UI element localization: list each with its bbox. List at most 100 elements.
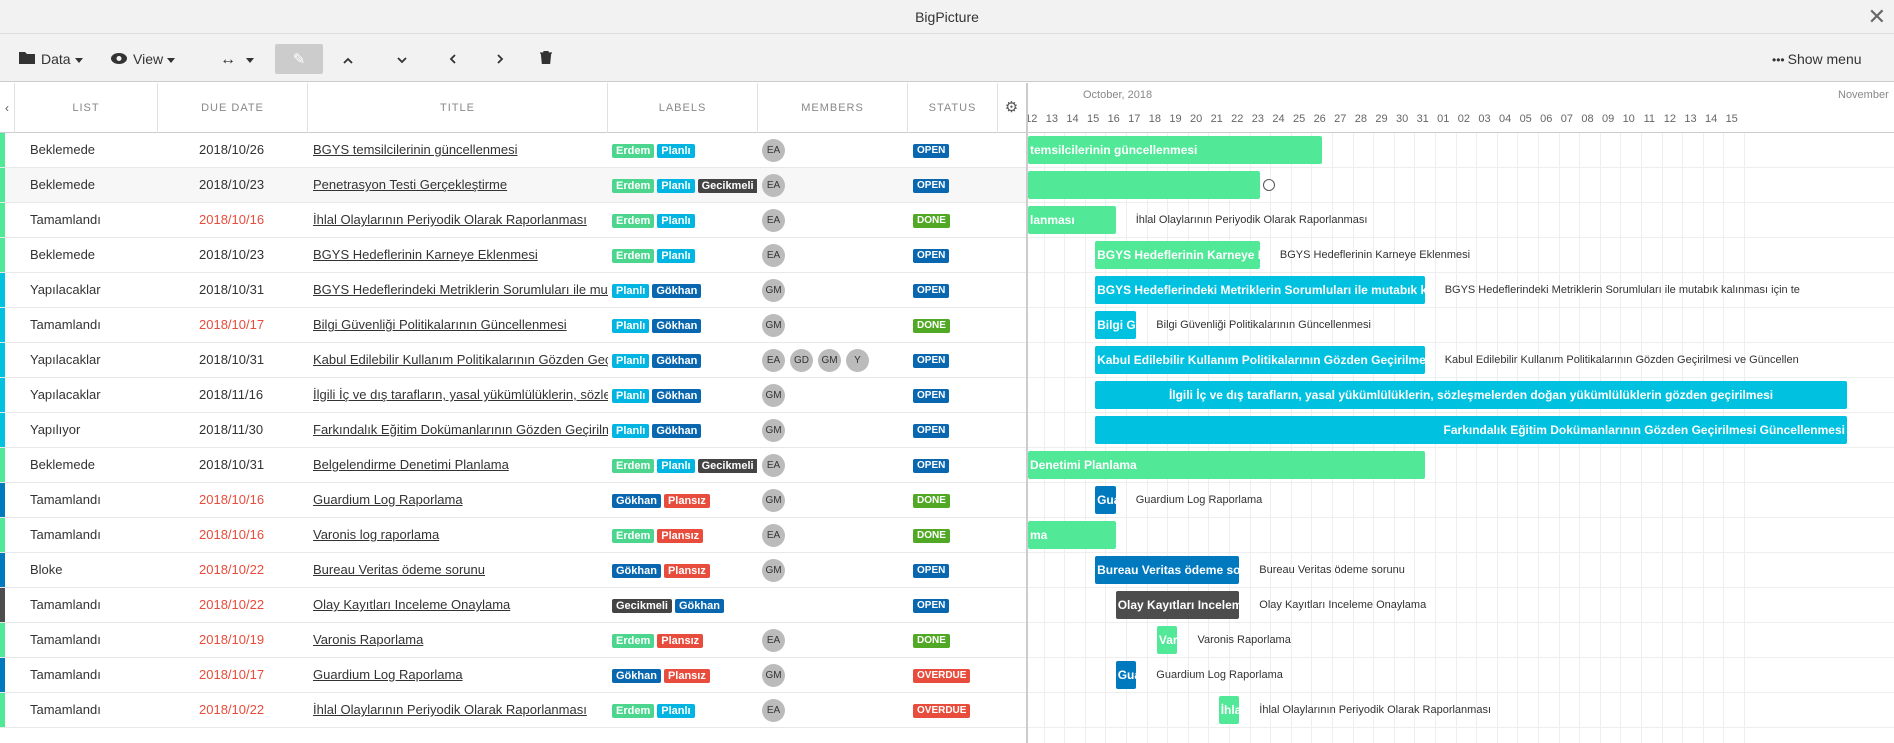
avatar[interactable]: GM <box>818 349 841 373</box>
table-row[interactable]: Tamamlandı 2018/10/22 Olay Kayıtları Incel… <box>0 588 1026 623</box>
task-title-link[interactable]: Varonis Raporlama <box>313 632 424 647</box>
task-title-link[interactable]: Bilgi Güvenliği Politikalarının Güncelle… <box>313 317 567 332</box>
avatar[interactable]: EA <box>762 244 785 268</box>
chevron-down-icon <box>167 57 176 63</box>
task-title-link[interactable]: Guardium Log Raporlama <box>313 492 463 507</box>
task-title-link[interactable]: Varonis log raporlama <box>313 527 440 542</box>
gantt-task-bar[interactable]: Olay Kayıtları Inceleme Onaylama <box>1115 591 1240 619</box>
avatar[interactable]: EA <box>762 629 785 653</box>
avatar[interactable]: EA <box>762 209 785 233</box>
table-row[interactable]: Beklemede 2018/10/31 Belgelendirme Denetim… <box>0 448 1026 483</box>
move-up-button[interactable] <box>343 44 353 74</box>
table-row[interactable]: Bloke 2018/10/22 Bureau Veritas ödeme soru… <box>0 553 1026 588</box>
avatar[interactable]: GM <box>762 559 785 583</box>
gantt-task-bar[interactable]: Denetimi Planlama <box>1028 451 1425 479</box>
table-row[interactable]: Tamamlandı 2018/10/17 Guardium Log Raporla… <box>0 658 1026 693</box>
avatar[interactable]: GM <box>762 279 785 303</box>
task-title-link[interactable]: BGYS Hedeflerinin Karneye Eklenmesi <box>313 247 538 262</box>
table-row[interactable]: Tamamlandı 2018/10/19 Varonis Raporlama Erd… <box>0 623 1026 658</box>
table-row[interactable]: Yapılacaklar 2018/10/31 Kabul Edilebilir K… <box>0 343 1026 378</box>
column-header-members[interactable]: MEMBERS <box>758 83 908 133</box>
column-header-labels[interactable]: LABELS <box>608 83 758 133</box>
avatar[interactable]: GM <box>762 419 785 443</box>
gantt-task-bar[interactable] <box>1028 171 1260 199</box>
label-badge: Gökhan <box>612 563 661 578</box>
column-header-due-date[interactable]: DUE DATE <box>158 83 308 133</box>
avatar[interactable]: GD <box>790 349 813 373</box>
task-title-link[interactable]: İhlal Olaylarının Periyodik Olarak Rapor… <box>313 212 587 227</box>
avatar[interactable]: EA <box>762 454 785 478</box>
gantt-task-bar[interactable]: Bureau Veritas ödeme sorunu <box>1095 556 1240 584</box>
gantt-task-bar[interactable]: İlgili İç ve dış tarafların, yasal yüküm… <box>1095 381 1847 409</box>
show-menu-button[interactable]: ••• Show menu <box>1772 44 1862 74</box>
task-title-link[interactable]: Belgelendirme Denetimi Planlama <box>313 457 509 472</box>
task-title-link[interactable]: Penetrasyon Testi Gerçekleştirme <box>313 177 508 192</box>
avatar[interactable]: EA <box>762 174 785 198</box>
table-row[interactable]: Yapılacaklar 2018/11/16 İlgili İç ve dış t… <box>0 378 1026 413</box>
edit-button[interactable]: ✎ <box>275 44 323 74</box>
task-title-link[interactable]: BGYS Hedeflerindeki Metriklerin Sorumlul… <box>313 282 608 297</box>
resize-columns-button[interactable]: ↔ <box>220 44 254 74</box>
avatar[interactable]: GM <box>762 384 785 408</box>
avatar[interactable]: EA <box>762 349 785 373</box>
column-header-title[interactable]: TITLE <box>308 83 608 133</box>
table-row[interactable]: Tamamlandı 2018/10/22 İhlal Olaylarının Pe… <box>0 693 1026 728</box>
avatar[interactable]: Y <box>846 349 869 373</box>
data-menu-button[interactable]: Data <box>19 44 83 74</box>
milestone-icon[interactable] <box>1262 179 1275 191</box>
gantt-task-bar[interactable]: Kabul Edilebilir Kullanım Politikalarını… <box>1095 346 1425 374</box>
gantt-timeline-header: October, 2018 November 12 13 14 15 16 17 18 19 2… <box>1028 83 1894 133</box>
task-title-link[interactable]: BGYS temsilcilerinin güncellenmesi <box>313 142 518 157</box>
table-row[interactable]: Tamamlandı 2018/10/16 Varonis log raporlam… <box>0 518 1026 553</box>
close-icon[interactable]: ✕ <box>1867 4 1886 29</box>
avatar[interactable]: GM <box>762 664 785 688</box>
avatar[interactable]: GM <box>762 314 785 338</box>
gantt-task-bar[interactable]: İhlal <box>1218 696 1240 724</box>
status-cell: OVERDUE <box>913 658 993 692</box>
gantt-task-bar[interactable]: BGYS Hedeflerindeki Metriklerin Sorumlul… <box>1095 276 1425 304</box>
avatar[interactable]: GM <box>762 489 785 513</box>
table-row[interactable]: Beklemede 2018/10/23 Penetrasyon Testi Ger… <box>0 168 1026 203</box>
task-title-link[interactable]: Bureau Veritas ödeme sorunu <box>313 562 485 577</box>
task-title-link[interactable]: İlgili İç ve dış tarafların, yasal yüküm… <box>313 387 608 402</box>
avatar[interactable]: EA <box>762 139 785 163</box>
gear-icon[interactable]: ⚙ <box>1004 99 1020 116</box>
table-row[interactable]: Beklemede 2018/10/23 BGYS Hedeflerinin Kar… <box>0 238 1026 273</box>
table-row[interactable]: Tamamlandı 2018/10/17 Bilgi Güvenliği Poli… <box>0 308 1026 343</box>
column-header-status[interactable]: STATUS <box>908 83 998 133</box>
avatar[interactable]: EA <box>762 699 785 723</box>
view-menu-button[interactable]: View <box>111 44 176 74</box>
indent-button[interactable] <box>497 44 504 74</box>
gantt-task-bar[interactable]: BGYS Hedeflerinin Karneye Eklenmesi <box>1095 241 1260 269</box>
gantt-task-bar[interactable]: lanması <box>1028 206 1116 234</box>
delete-button[interactable] <box>540 44 552 74</box>
list-cell: Tamamlandı <box>30 597 101 612</box>
task-title-link[interactable]: Guardium Log Raporlama <box>313 667 463 682</box>
column-header-list[interactable]: LIST <box>15 83 158 133</box>
table-row[interactable]: Yapılıyor 2018/11/30 Farkındalık Eğitim Do… <box>0 413 1026 448</box>
table-row[interactable]: Yapılacaklar 2018/10/31 BGYS Hedeflerindek… <box>0 273 1026 308</box>
gantt-task-bar[interactable]: Bilgi Güvenliği <box>1095 311 1137 339</box>
list-cell: Beklemede <box>30 247 96 262</box>
table-row[interactable]: Tamamlandı 2018/10/16 Guardium Log Raporla… <box>0 483 1026 518</box>
gantt-task-bar[interactable]: Guardium <box>1095 486 1116 514</box>
table-row[interactable]: Tamamlandı 2018/10/16 İhlal Olaylarının Pe… <box>0 203 1026 238</box>
members-cell: EA <box>762 238 902 272</box>
status-cell: OPEN <box>913 238 993 272</box>
move-down-button[interactable] <box>397 44 407 74</box>
gantt-task-bar[interactable]: ma <box>1028 521 1116 549</box>
task-title-link[interactable]: Farkındalık Eğitim Dokümanlarının Gözden… <box>313 422 608 437</box>
gantt-task-bar[interactable]: Guardium <box>1115 661 1137 689</box>
chevron-down-icon <box>74 57 83 63</box>
window-title: BigPicture <box>915 9 979 25</box>
gantt-task-bar[interactable]: Varonis <box>1156 626 1178 654</box>
table-row[interactable]: Beklemede 2018/10/26 BGYS temsilcilerinin … <box>0 133 1026 168</box>
task-title-link[interactable]: Olay Kayıtları Inceleme Onaylama <box>313 597 511 612</box>
outdent-button[interactable] <box>449 44 456 74</box>
avatar[interactable]: EA <box>762 524 785 548</box>
collapse-grid-button[interactable]: ‹ <box>0 83 15 133</box>
task-title-link[interactable]: Kabul Edilebilir Kullanım Politikalarını… <box>313 352 608 367</box>
task-title-link[interactable]: İhlal Olaylarının Periyodik Olarak Rapor… <box>313 702 587 717</box>
gantt-task-bar[interactable]: Farkındalık Eğitim Dokümanlarının Gözden… <box>1095 416 1847 444</box>
gantt-task-bar[interactable]: temsilcilerinin güncellenmesi <box>1028 136 1322 164</box>
